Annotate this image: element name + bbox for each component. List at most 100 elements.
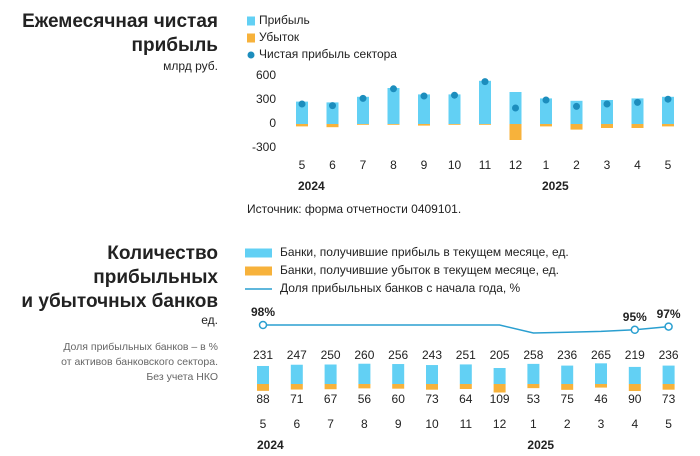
bar [392,384,405,389]
net-dot [420,92,428,100]
value-label: 231 [253,348,273,362]
bar [527,384,540,389]
year-label: 2024 [257,438,284,452]
bar [358,363,371,384]
net-dot [329,102,336,110]
bar [459,364,472,384]
net-dot [542,96,550,104]
net-dot [298,100,306,108]
value-label: 71 [290,392,304,406]
bar [296,124,308,127]
x-tick-label: 10 [448,158,462,172]
value-label: 73 [662,392,676,406]
value-label: 250 [321,348,341,362]
bar [628,384,641,392]
bar [357,124,369,125]
value-label: 243 [422,348,442,362]
chart-title: прибыльных [93,267,218,288]
bar [426,384,438,390]
y-tick-label: 300 [256,92,276,106]
value-label: 90 [628,392,642,406]
legend-label: Убыток [259,30,300,44]
value-label: 75 [561,392,575,406]
note: от активов банковского сектора. [61,356,218,368]
bar [358,384,371,389]
x-tick-label: 2 [573,158,580,172]
x-tick-label: 4 [634,158,641,172]
bar [290,384,303,390]
chart-title: и убыточных банков [21,291,218,312]
share-point [258,320,268,330]
source: Источник: форма отчетности 0409101. [247,202,461,216]
bar [257,384,269,391]
legend-swatch [247,33,255,43]
value-label: 236 [557,348,577,362]
bar [479,124,491,125]
chart-title: прибыль [132,35,218,56]
bar [628,366,641,384]
x-tick-label: 12 [493,417,507,431]
x-tick-label: 9 [421,158,428,172]
bar [326,102,339,124]
value-label: 67 [324,392,338,406]
x-tick-label: 6 [293,417,300,431]
x-tick-label: 7 [360,158,367,172]
bar [595,384,607,388]
x-tick-label: 6 [329,158,336,172]
x-tick-label: 5 [665,417,672,431]
legend-swatch [247,16,255,26]
legend-swatch [245,248,272,258]
share-label: 95% [623,310,647,324]
value-label: 265 [591,348,611,362]
year-label: 2025 [527,438,554,452]
value-label: 258 [523,348,543,362]
bar [296,101,308,124]
chart-title: Количество [107,243,218,264]
value-label: 256 [388,348,408,362]
value-label: 205 [490,348,510,362]
net-dot [512,104,519,112]
net-dot [603,100,611,108]
legend-swatch [247,51,255,59]
bar [561,365,574,384]
bar [326,124,339,128]
bar [662,384,675,390]
share-line [263,324,669,334]
bar [418,94,430,124]
bar [459,384,472,389]
x-tick-label: 5 [260,417,267,431]
value-label: 56 [358,392,372,406]
x-tick-label: 1 [530,417,537,431]
x-tick-label: 3 [598,417,605,431]
share-label: 97% [657,307,681,321]
bar [601,124,613,128]
share-label: 98% [251,305,275,319]
x-tick-label: 9 [395,417,402,431]
y-tick-label: 600 [256,68,276,82]
x-tick-label: 12 [509,158,523,172]
value-label: 64 [459,392,473,406]
share-point [664,322,673,331]
value-label: 73 [425,392,439,406]
legend-label: Банки, получившие убыток в текущем месяц… [280,263,559,277]
value-label: 260 [354,348,374,362]
legend-label: Чистая прибыль сектора [259,47,397,61]
bar [631,98,644,124]
legend-swatch [245,266,272,276]
legend-label: Прибыль [259,13,310,27]
x-tick-label: 5 [299,158,306,172]
bar [662,96,674,124]
bar [392,364,405,384]
bar [479,80,491,124]
value-label: 46 [594,392,608,406]
bar [493,384,506,393]
year-label: 2025 [542,179,569,193]
net-dot [481,78,489,86]
net-dot [390,85,397,93]
value-label: 60 [392,392,406,406]
subtitle: млрд руб. [163,59,218,73]
bar [448,124,461,125]
value-label: 109 [490,392,510,406]
